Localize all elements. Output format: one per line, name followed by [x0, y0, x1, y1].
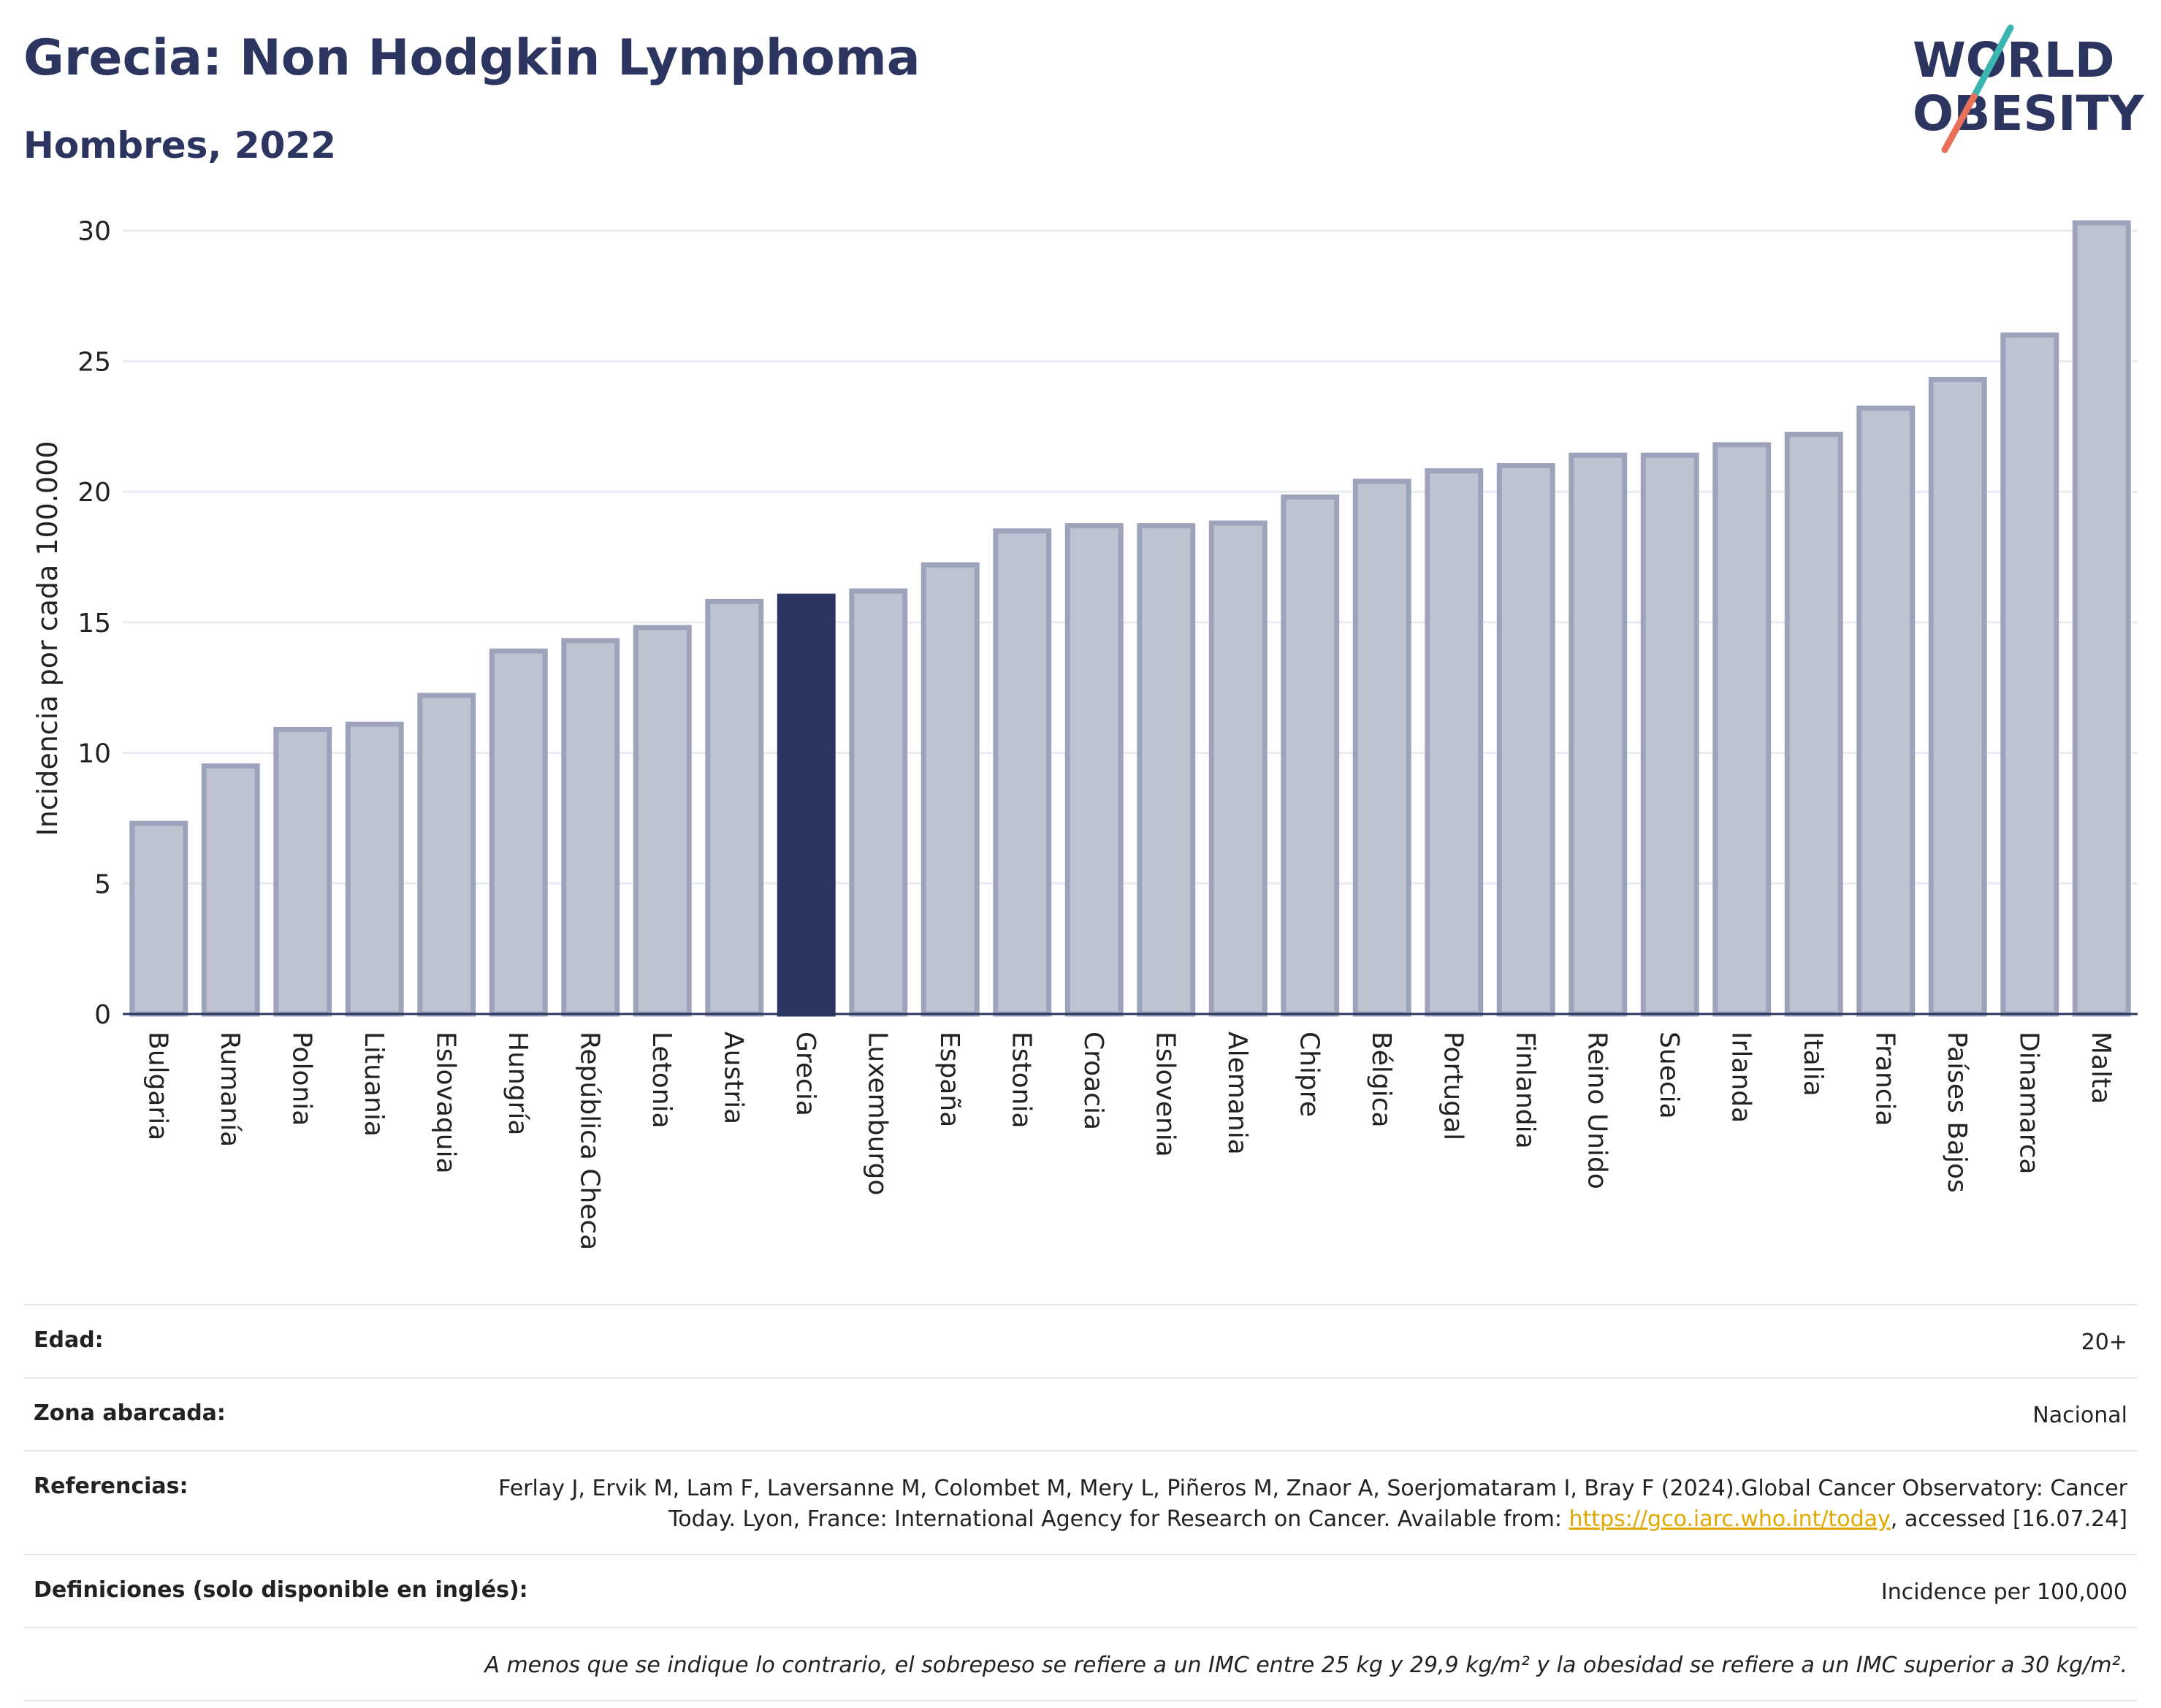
x-tick-label: Irlanda [1726, 1032, 1756, 1123]
bar-eslovaquia [417, 693, 476, 1017]
bar-finlandia [1496, 462, 1555, 1017]
y-axis-label: Incidencia por cada 100.000 [31, 441, 64, 836]
bar-suecia [1640, 452, 1699, 1017]
bar-luxemburgo [849, 588, 908, 1017]
bar-países-bajos [1928, 376, 1987, 1017]
x-tick-label: España [934, 1032, 964, 1127]
x-tick-label: Países Bajos [1942, 1032, 1972, 1193]
y-tick-label: 15 [77, 609, 111, 638]
info-row-referencias: Referencias: Ferlay J, Ervik M, Lam F, L… [23, 1450, 2138, 1554]
x-tick-label: Bélgica [1366, 1032, 1396, 1128]
x-tick-label: Rumanía [215, 1032, 245, 1147]
x-tick-label: Hungría [503, 1032, 533, 1135]
info-row-zona: Zona abarcada: Nacional [23, 1377, 2138, 1450]
x-tick-label: Chipre [1294, 1032, 1324, 1117]
world-obesity-logo: WORLD OBESITY [1913, 24, 2145, 153]
bar-malta [2072, 220, 2131, 1017]
x-tick-label: Polonia [286, 1032, 316, 1126]
info-row-definiciones: Definiciones (solo disponible en inglés)… [23, 1554, 2138, 1627]
x-tick-label: Italia [1798, 1032, 1828, 1097]
bar-austria [705, 598, 764, 1017]
bar-república-checa [561, 638, 620, 1017]
x-tick-label: Estonia [1006, 1032, 1036, 1129]
logo-line1: WORLD [1913, 32, 2115, 88]
ref-text-2: , accessed [16.07.24] [1890, 1506, 2127, 1532]
bar-portugal [1425, 468, 1484, 1017]
bar-dinamarca [2000, 332, 2059, 1017]
referencias-value: Ferlay J, Ervik M, Lam F, Laversanne M, … [484, 1473, 2127, 1535]
y-tick-label: 5 [94, 869, 111, 899]
ref-link[interactable]: https://gco.iarc.who.int/today [1569, 1506, 1891, 1532]
y-tick-label: 20 [77, 478, 111, 508]
edad-label: Edad: [34, 1327, 104, 1353]
bar-irlanda [1712, 442, 1772, 1017]
bar-rumanía [201, 763, 260, 1017]
bar-hungría [489, 648, 548, 1017]
chart-subtitle: Hombres, 2022 [23, 124, 336, 167]
bar-croacia [1064, 523, 1124, 1017]
zona-label: Zona abarcada: [34, 1400, 226, 1426]
definiciones-value: Incidence per 100,000 [1880, 1579, 2127, 1605]
x-tick-label: Luxemburgo [862, 1032, 892, 1195]
x-tick-label: República Checa [574, 1032, 604, 1250]
bar-bélgica [1352, 479, 1411, 1017]
y-tick-label: 30 [77, 217, 111, 247]
bar-letonia [633, 625, 692, 1017]
x-tick-label: Francia [1870, 1032, 1899, 1126]
bar-eslovenia [1137, 523, 1196, 1017]
x-tick-label: Portugal [1438, 1032, 1468, 1140]
bar-chipre [1281, 494, 1340, 1017]
footnote: A menos que se indique lo contrario, el … [484, 1652, 2127, 1678]
bar-alemania [1208, 520, 1268, 1017]
x-tick-label: Croacia [1078, 1032, 1108, 1130]
bar-españa [921, 562, 980, 1017]
x-axis-labels: Bulgaria Rumanía Polonia Lituania Eslovaquia… [142, 1032, 2116, 1250]
x-tick-label: Reino Unido [1582, 1032, 1612, 1189]
x-tick-label: Malta [2086, 1032, 2116, 1104]
ref-text-1: Ferlay J, Ervik M, Lam F, Laversanne M, … [498, 1476, 2127, 1532]
bar-italia [1784, 432, 1843, 1017]
bar-reino-unido [1569, 452, 1628, 1017]
x-tick-label: Eslovaquia [430, 1032, 460, 1174]
info-row-note: A menos que se indique lo contrario, el … [23, 1627, 2138, 1701]
bar-francia [1856, 405, 1916, 1017]
y-tick-label: 25 [77, 347, 111, 377]
x-tick-label: Suecia [1654, 1032, 1684, 1119]
referencias-label: Referencias: [34, 1473, 188, 1499]
x-tick-label: Letonia [647, 1032, 676, 1129]
bar-estonia [993, 528, 1052, 1017]
bar-bulgaria [129, 820, 188, 1017]
info-row-edad: Edad: 20+ [23, 1304, 2138, 1377]
y-axis-ticks: 0 5 10 15 20 25 30 [77, 217, 111, 1030]
info-table: Edad: 20+ Zona abarcada: Nacional Refere… [23, 1304, 2138, 1701]
chart-title: Grecia: Non Hodgkin Lymphoma [23, 29, 921, 87]
x-tick-label: Eslovenia [1150, 1032, 1180, 1157]
definiciones-label: Definiciones (solo disponible en inglés)… [34, 1577, 528, 1603]
bar-lituania [345, 721, 404, 1017]
x-tick-label: Bulgaria [142, 1032, 172, 1140]
zona-value: Nacional [2032, 1403, 2127, 1428]
x-tick-label: Alemania [1222, 1032, 1252, 1155]
x-tick-label: Finlandia [1510, 1032, 1540, 1149]
bar-polonia [273, 726, 332, 1017]
x-tick-label: Dinamarca [2013, 1032, 2043, 1175]
x-tick-label: Austria [718, 1032, 748, 1124]
bar-chart: 0 5 10 15 20 25 30 Bulgaria Rumanía Polonia Litua… [31, 217, 2138, 1250]
edad-value: 20+ [2081, 1330, 2127, 1355]
x-tick-label: Grecia [790, 1032, 820, 1116]
x-tick-label: Lituania [359, 1032, 389, 1137]
y-tick-label: 10 [77, 739, 111, 769]
bar-grecia [777, 593, 836, 1017]
bars [129, 220, 2131, 1017]
y-tick-label: 0 [94, 1000, 111, 1030]
